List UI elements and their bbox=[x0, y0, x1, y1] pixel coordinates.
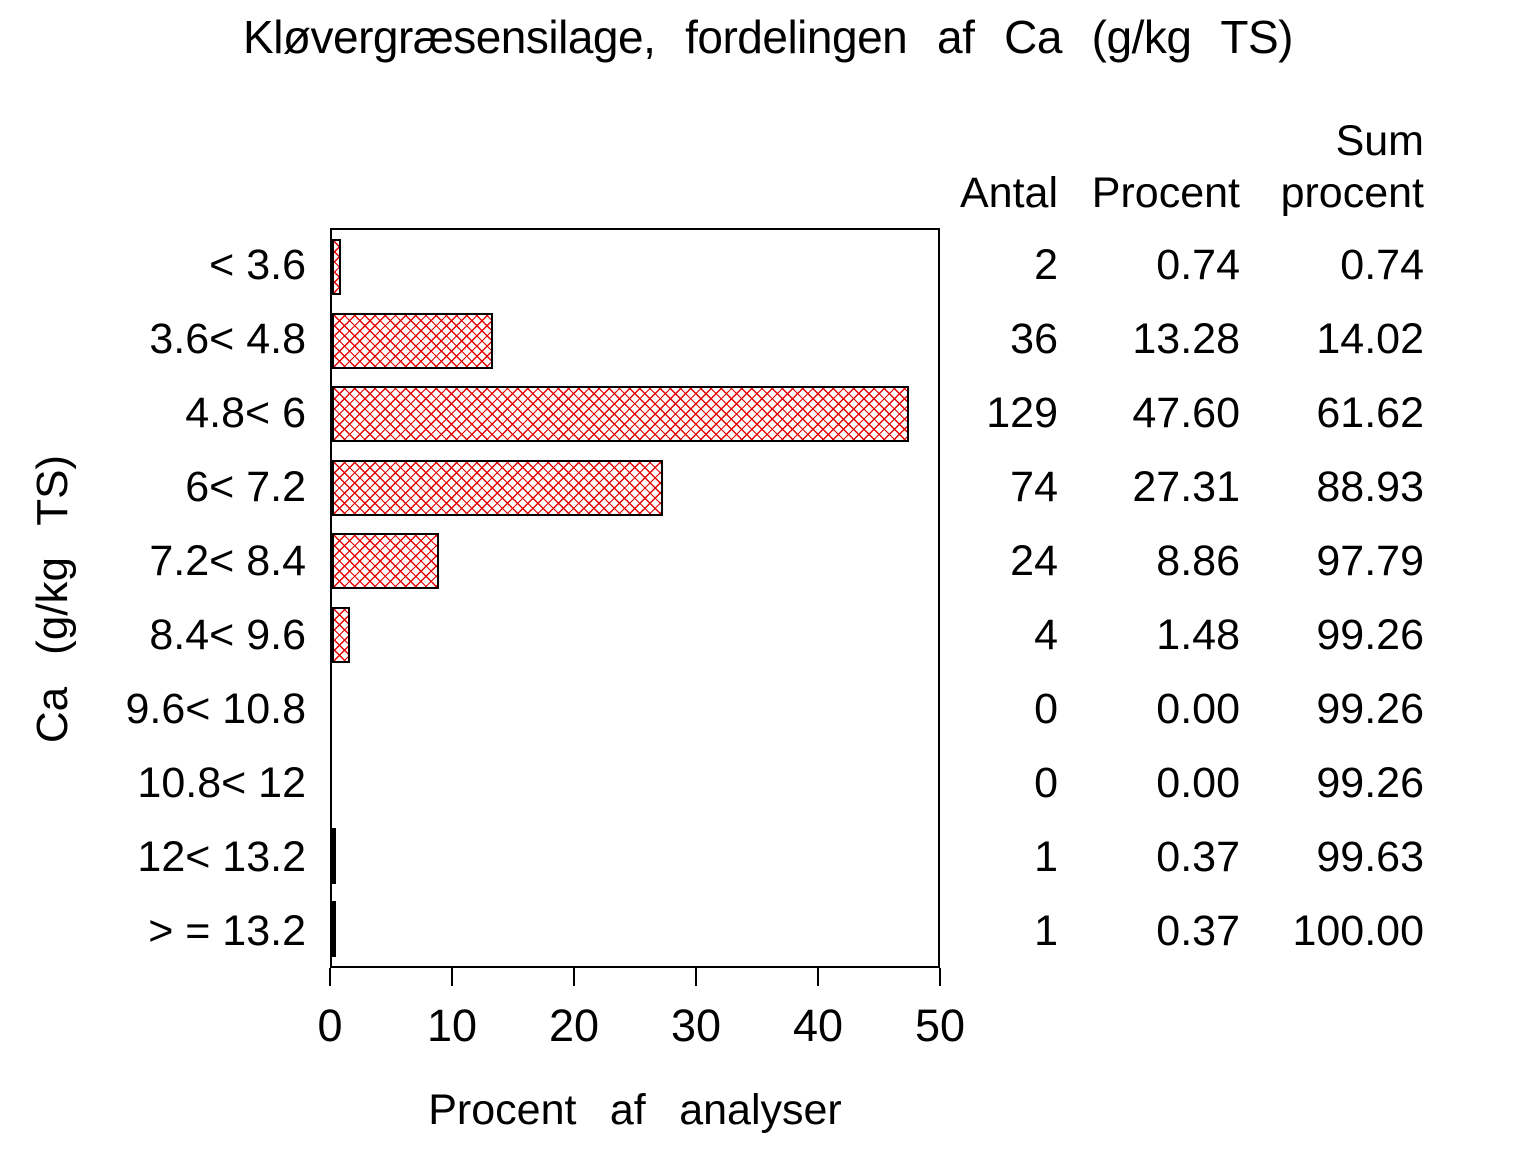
table-cell-sum: 99.26 bbox=[1316, 610, 1424, 659]
header-sum-procent: Sum procent bbox=[1240, 116, 1424, 219]
category-label: 8.4< 9.6 bbox=[149, 610, 306, 659]
freq-table-rows: 2 0.74 0.74 36 13.28 14.02 129 47.60 61.62 74 27.3… bbox=[940, 228, 1424, 968]
bar-3 bbox=[332, 459, 663, 516]
category-label: 6< 7.2 bbox=[185, 462, 306, 511]
table-cell-antal: 1 bbox=[1034, 906, 1058, 955]
plot-area bbox=[330, 228, 940, 968]
table-row: 0 0.00 99.26 bbox=[940, 746, 1424, 820]
bar-9 bbox=[332, 901, 337, 958]
table-cell-sum: 0.74 bbox=[1340, 240, 1424, 289]
table-cell-sum: 99.26 bbox=[1316, 758, 1424, 807]
bar-0 bbox=[332, 239, 341, 295]
x-tick-label: 20 bbox=[548, 1000, 600, 1051]
table-row: 0 0.00 99.26 bbox=[940, 672, 1424, 746]
table-cell-procent: 47.60 bbox=[1132, 388, 1240, 437]
table-cell-procent: 13.28 bbox=[1132, 314, 1240, 363]
x-tick bbox=[695, 968, 697, 986]
x-tick-label: 50 bbox=[914, 1000, 966, 1051]
x-tick-label: 30 bbox=[670, 1000, 722, 1051]
table-row: 1 0.37 100.00 bbox=[940, 894, 1424, 968]
category-label: 10.8< 12 bbox=[137, 758, 306, 807]
bar-row bbox=[332, 892, 938, 966]
bar-row bbox=[332, 524, 938, 598]
table-cell-procent: 27.31 bbox=[1132, 462, 1240, 511]
table-cell-procent: 1.48 bbox=[1156, 610, 1240, 659]
table-cell-antal: 1 bbox=[1034, 832, 1058, 881]
table-cell-procent: 0.00 bbox=[1156, 684, 1240, 733]
table-cell-procent: 0.37 bbox=[1156, 832, 1240, 881]
table-row: 4 1.48 99.26 bbox=[940, 598, 1424, 672]
bar-8 bbox=[332, 827, 337, 884]
table-cell-antal: 24 bbox=[1010, 536, 1058, 585]
table-cell-antal: 4 bbox=[1034, 610, 1058, 659]
category-label: < 3.6 bbox=[209, 240, 306, 289]
table-row: 74 27.31 88.93 bbox=[940, 450, 1424, 524]
table-cell-sum: 99.63 bbox=[1316, 832, 1424, 881]
category-label: 9.6< 10.8 bbox=[125, 684, 306, 733]
bar-row bbox=[332, 598, 938, 672]
table-cell-antal: 0 bbox=[1034, 684, 1058, 733]
header-antal: Antal bbox=[959, 168, 1058, 217]
table-cell-antal: 74 bbox=[1010, 462, 1058, 511]
bar-row bbox=[332, 304, 938, 378]
table-cell-procent: 8.86 bbox=[1156, 536, 1240, 585]
table-row: 129 47.60 61.62 bbox=[940, 376, 1424, 450]
freq-table-header: Antal Procent Sum procent bbox=[940, 116, 1424, 219]
table-row: 24 8.86 97.79 bbox=[940, 524, 1424, 598]
category-labels: < 3.6 3.6< 4.8 4.8< 6 6< 7.2 7.2< 8.4 8.4< 9.… bbox=[0, 228, 306, 968]
x-tick bbox=[451, 968, 453, 986]
bar-2 bbox=[332, 386, 909, 443]
table-cell-procent: 0.74 bbox=[1156, 240, 1240, 289]
bar-row bbox=[332, 377, 938, 451]
table-row: 1 0.37 99.63 bbox=[940, 820, 1424, 894]
table-row: 2 0.74 0.74 bbox=[940, 228, 1424, 302]
x-axis-title: Procent af analyser bbox=[428, 1086, 842, 1134]
bar-row bbox=[332, 672, 938, 746]
category-label: > = 13.2 bbox=[148, 906, 306, 955]
category-label: 7.2< 8.4 bbox=[149, 536, 306, 585]
table-cell-sum: 61.62 bbox=[1316, 388, 1424, 437]
bar-4 bbox=[332, 533, 440, 590]
bar-row bbox=[332, 230, 938, 304]
bar-1 bbox=[332, 312, 493, 369]
category-label: 3.6< 4.8 bbox=[149, 314, 306, 363]
table-cell-antal: 0 bbox=[1034, 758, 1058, 807]
category-label: 4.8< 6 bbox=[185, 388, 306, 437]
table-cell-sum: 99.26 bbox=[1316, 684, 1424, 733]
header-procent: Procent bbox=[1091, 168, 1240, 217]
table-cell-antal: 129 bbox=[986, 388, 1058, 437]
table-cell-sum: 97.79 bbox=[1316, 536, 1424, 585]
x-tick bbox=[573, 968, 575, 986]
table-cell-sum: 100.00 bbox=[1292, 906, 1424, 955]
table-row: 36 13.28 14.02 bbox=[940, 302, 1424, 376]
bar-row bbox=[332, 451, 938, 525]
bar-5 bbox=[332, 606, 350, 663]
table-cell-antal: 2 bbox=[1034, 240, 1058, 289]
x-tick-label: 0 bbox=[317, 1000, 343, 1051]
table-cell-sum: 14.02 bbox=[1316, 314, 1424, 363]
x-tick-label: 40 bbox=[792, 1000, 844, 1051]
x-tick bbox=[817, 968, 819, 986]
bar-row bbox=[332, 745, 938, 819]
x-tick bbox=[329, 968, 331, 986]
x-tick-label: 10 bbox=[426, 1000, 478, 1051]
x-tick bbox=[939, 968, 941, 986]
category-label: 12< 13.2 bbox=[137, 832, 306, 881]
table-cell-procent: 0.37 bbox=[1156, 906, 1240, 955]
chart-title: Kløvergræsensilage, fordelingen af Ca (g… bbox=[243, 11, 1293, 63]
table-cell-antal: 36 bbox=[1010, 314, 1058, 363]
table-cell-sum: 88.93 bbox=[1316, 462, 1424, 511]
header-sum-line1: Sum bbox=[1335, 117, 1424, 165]
header-sum-line2: procent bbox=[1280, 168, 1424, 217]
bar-row bbox=[332, 819, 938, 893]
table-cell-procent: 0.00 bbox=[1156, 758, 1240, 807]
